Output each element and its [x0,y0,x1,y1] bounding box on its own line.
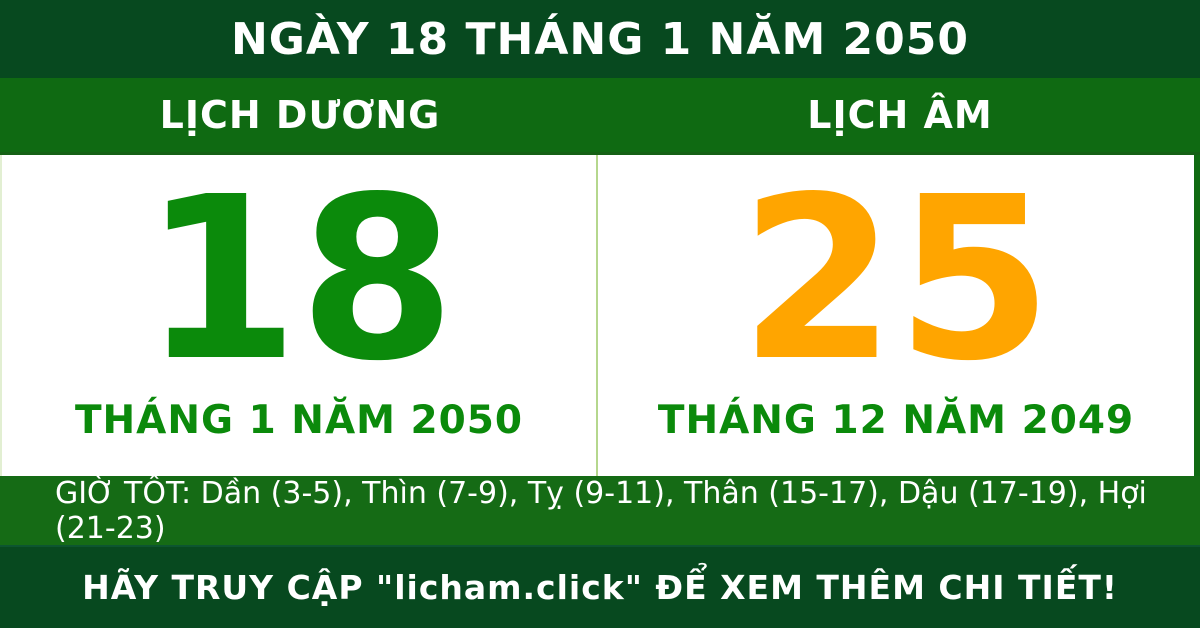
solar-calendar-label: LỊCH DƯƠNG [159,93,441,137]
lunar-month-year: THÁNG 12 NĂM 2049 [657,397,1135,443]
lunar-calendar-label: LỊCH ÂM [807,93,993,137]
page-title: NGÀY 18 THÁNG 1 NĂM 2050 [230,13,970,65]
solar-day-panel: 18 THÁNG 1 NĂM 2050 [2,155,598,476]
good-hours-bar: GIỜ TỐT: Dần (3-5), Thìn (7-9), Tỵ (9-11… [0,475,1200,546]
banner-footer: HÃY TRUY CẬP "licham.click" ĐỂ XEM THÊM … [0,545,1200,628]
solar-day-number: 18 [142,149,456,412]
calendar-labels-bar: LỊCH DƯƠNG LỊCH ÂM [0,78,1200,155]
banner-header: NGÀY 18 THÁNG 1 NĂM 2050 [0,0,1200,78]
lunar-day-panel: 25 THÁNG 12 NĂM 2049 [598,155,1194,476]
calendar-body: 18 THÁNG 1 NĂM 2050 25 THÁNG 12 NĂM 2049 [0,155,1200,476]
lunar-day-number: 25 [739,149,1053,412]
good-hours-text: GIỜ TỐT: Dần (3-5), Thìn (7-9), Tỵ (9-11… [55,475,1147,546]
solar-month-year: THÁNG 1 NĂM 2050 [74,397,524,443]
footer-call-to-action: HÃY TRUY CẬP "licham.click" ĐỂ XEM THÊM … [82,568,1118,607]
